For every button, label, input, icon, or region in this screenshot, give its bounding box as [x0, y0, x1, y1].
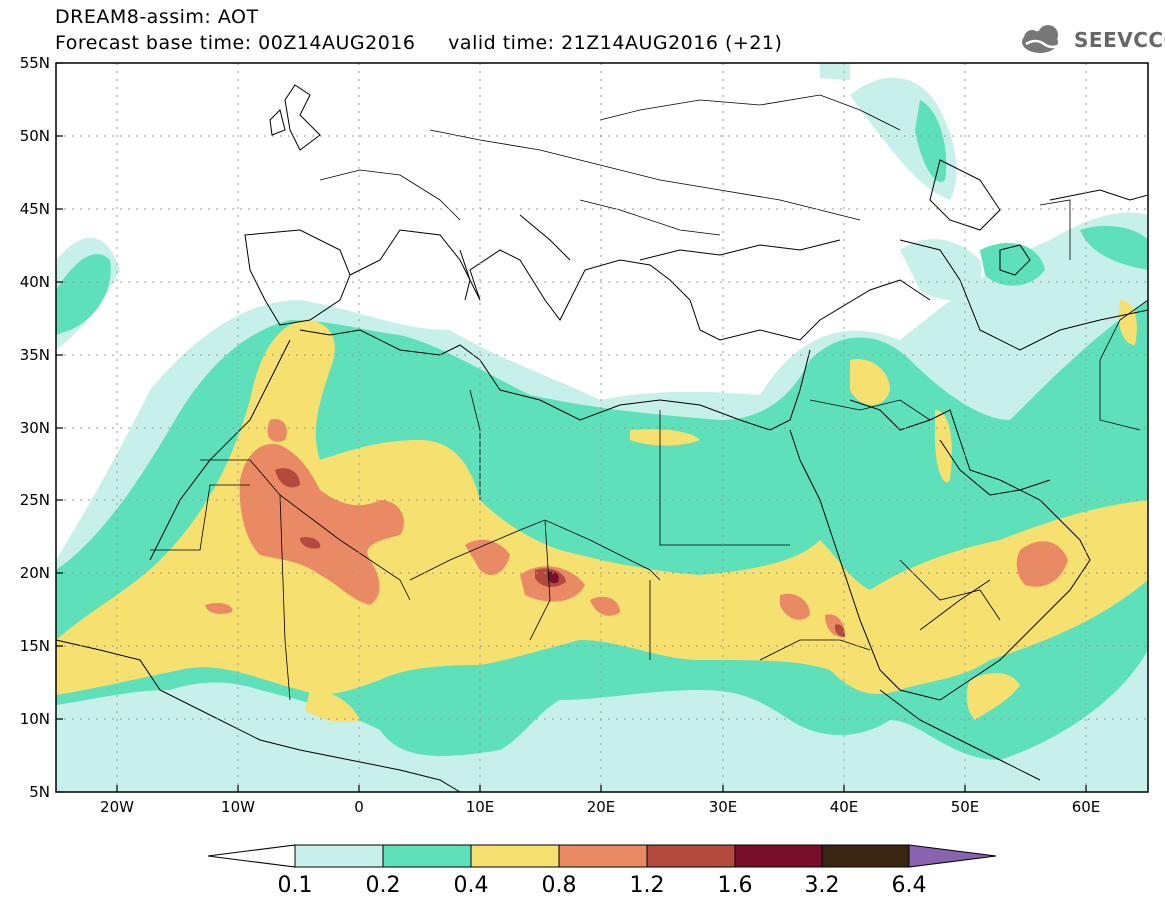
lon-label: 20W: [100, 798, 134, 816]
colorbar: 0.1 0.2 0.4 0.8 1.2 1.6 3.2 6.4: [207, 844, 997, 898]
lon-label: 50E: [951, 798, 980, 816]
lat-label: 55N: [20, 54, 50, 72]
coastlines: [56, 84, 1148, 792]
colorbar-high-arrow: [908, 844, 997, 868]
colorbar-tick-label: 0.8: [542, 873, 577, 898]
logo-text: SEEVCCC: [1074, 28, 1165, 52]
colorbar-tick-label: 1.2: [630, 873, 665, 898]
cloud-icon: [1022, 25, 1063, 53]
forecast-time-line: Forecast base time: 00Z14AUG2016 valid t…: [55, 32, 783, 54]
lon-label: 60E: [1072, 798, 1101, 816]
lon-label: 30E: [709, 798, 738, 816]
colorbar-segment-4: [646, 844, 736, 868]
aot-level-lvl12: [275, 468, 846, 638]
aot-level-lvl04: [56, 300, 1148, 722]
colorbar-segment-1: [382, 844, 472, 868]
aot-level-lvl16: [547, 571, 559, 584]
colorbar-tick-label: 0.1: [278, 873, 313, 898]
colorbar-tick-label: 3.2: [805, 873, 840, 898]
colorbar-low-arrow: [207, 844, 296, 868]
colorbar-segment-6: [821, 844, 910, 868]
colorbar-tick-label: 1.6: [718, 873, 753, 898]
colorbar-segment-0: [294, 844, 384, 868]
lon-label: 40E: [830, 798, 859, 816]
lat-label: 35N: [20, 346, 50, 364]
lat-label: 25N: [20, 491, 50, 509]
graticule: [56, 63, 1148, 792]
colorbar-segment-3: [558, 844, 648, 868]
colorbar-segment-5: [734, 844, 823, 868]
latitude-labels: 55N 50N 45N 40N 35N 30N 25N 20N 15N 10N …: [20, 54, 50, 801]
country-borders: [150, 94, 1148, 701]
seevccc-logo: SEEVCCC: [1018, 22, 1165, 56]
lat-label: 10N: [20, 710, 50, 728]
colorbar-segment-2: [470, 844, 560, 868]
lat-label: 45N: [20, 200, 50, 218]
lat-label: 30N: [20, 419, 50, 437]
colorbar-tick-label: 6.4: [892, 873, 927, 898]
lat-label: 15N: [20, 637, 50, 655]
colorbar-tick-label: 0.4: [454, 873, 489, 898]
axis-ticks: [56, 62, 1087, 793]
longitude-labels: 20W 10W 0 10E 20E 30E 40E 50E 60E: [100, 798, 1100, 816]
lat-label: 50N: [20, 127, 50, 145]
lat-label: 5N: [29, 783, 50, 801]
lon-label: 0: [354, 798, 364, 816]
lon-label: 20E: [587, 798, 616, 816]
lat-label: 40N: [20, 273, 50, 291]
lat-label: 20N: [20, 564, 50, 582]
lon-label: 10E: [466, 798, 495, 816]
lon-label: 10W: [221, 798, 255, 816]
colorbar-tick-label: 0.2: [366, 873, 401, 898]
map-title: DREAM8-assim: AOT: [55, 6, 259, 28]
